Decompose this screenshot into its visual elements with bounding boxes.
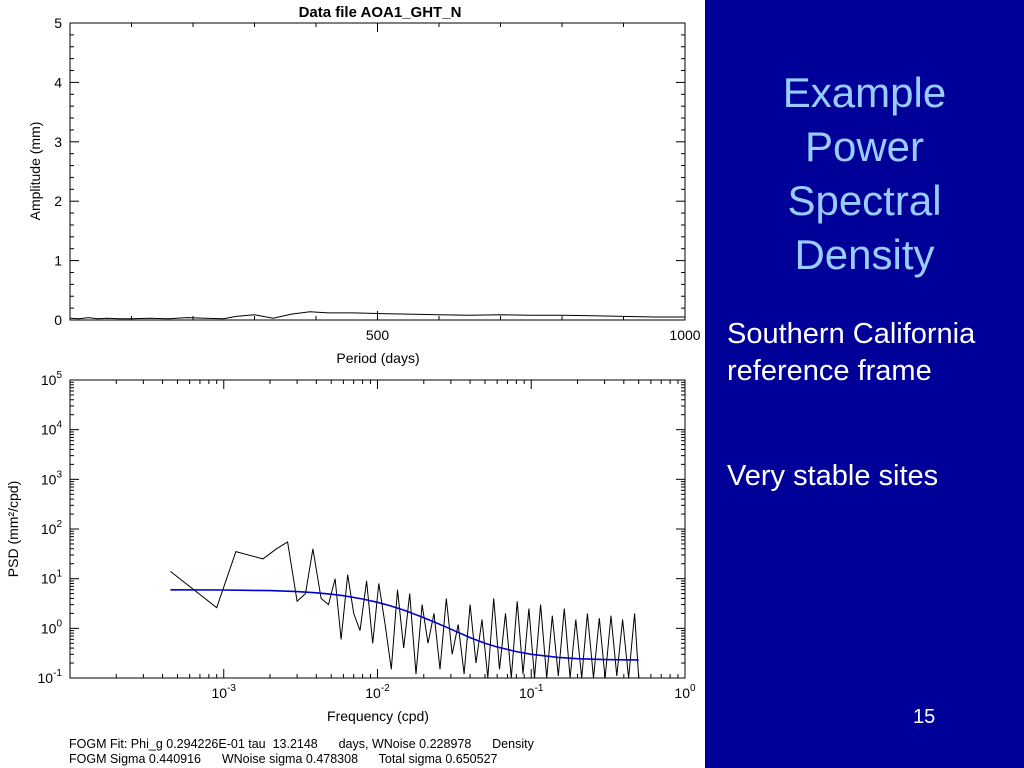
psd-series [170, 541, 640, 679]
x-tick-label: 1000 [669, 327, 700, 343]
bullet-stable-sites: Very stable sites [727, 460, 939, 492]
y-tick-label: 4 [54, 74, 62, 90]
x-tick-label: 500 [366, 327, 390, 343]
y-tick-label: 102 [41, 519, 63, 537]
side-panel: Example Power Spectral Density Southern … [705, 0, 1024, 768]
x-tick-label: 10-1 [519, 683, 544, 701]
psd-ylabel: PSD (mm²/cpd) [5, 481, 21, 577]
psd-axes: 10-1 100 101 102 103 104 105 10-3 10-2 10-1 100 [38, 370, 696, 701]
y-tick-label: 1 [54, 253, 62, 269]
y-tick-label: 101 [41, 569, 63, 587]
slide-title-line: Density [794, 231, 935, 278]
x-tick-label: 100 [674, 683, 696, 701]
y-tick-label: 105 [41, 370, 63, 388]
slide-title-line: Power [804, 123, 925, 170]
psd-fit-line [170, 588, 639, 661]
slide-title: Example Power Spectral Density [705, 66, 1024, 282]
bullet-reference-frame: Southern California reference frame [727, 318, 976, 387]
x-tick-label: 10-2 [365, 683, 390, 701]
amplitude-plot-frame [69, 22, 686, 321]
y-tick-label: 2 [54, 193, 62, 209]
psd-chart: 10-1 100 101 102 103 104 105 10-3 10-2 10-1 100 Fr… [5, 370, 696, 724]
fit-summary: FOGM Fit: Phi_g 0.294226E-01 tau 13.2148… [69, 737, 534, 767]
psd-xlabel: Frequency (cpd) [327, 708, 429, 724]
y-tick-label: 10-1 [38, 668, 63, 686]
amplitude-chart-title: Data file AOA1_GHT_N [299, 4, 462, 21]
slide-number: 15 [913, 706, 936, 728]
figure: Data file AOA1_GHT_N 0 1 2 3 4 5 500 1000 Perio… [5, 4, 701, 724]
y-tick-label: 5 [54, 15, 62, 31]
y-tick-label: 3 [54, 134, 62, 150]
fit-summary-line-1: FOGM Fit: Phi_g 0.294226E-01 tau 13.2148… [69, 737, 534, 751]
amplitude-series [69, 311, 685, 320]
x-tick-label: 10-3 [212, 683, 237, 701]
y-tick-label: 104 [41, 420, 63, 438]
slide-title-line: Example [782, 69, 947, 116]
y-tick-label: 103 [41, 469, 63, 487]
psd-plot-frame [69, 379, 686, 679]
amplitude-line [69, 311, 685, 320]
fit-summary-line-2: FOGM Sigma 0.440916 WNoise sigma 0.47830… [69, 752, 498, 766]
y-tick-label: 0 [54, 312, 62, 328]
amplitude-axes: 0 1 2 3 4 5 500 1000 [54, 15, 701, 343]
amplitude-chart: Data file AOA1_GHT_N 0 1 2 3 4 5 500 1000 Perio… [27, 4, 701, 366]
y-tick-label: 100 [41, 618, 63, 636]
slide-title-line: Spectral [787, 177, 942, 224]
amplitude-ylabel: Amplitude (mm) [27, 122, 43, 221]
amplitude-xlabel: Period (days) [336, 350, 419, 366]
